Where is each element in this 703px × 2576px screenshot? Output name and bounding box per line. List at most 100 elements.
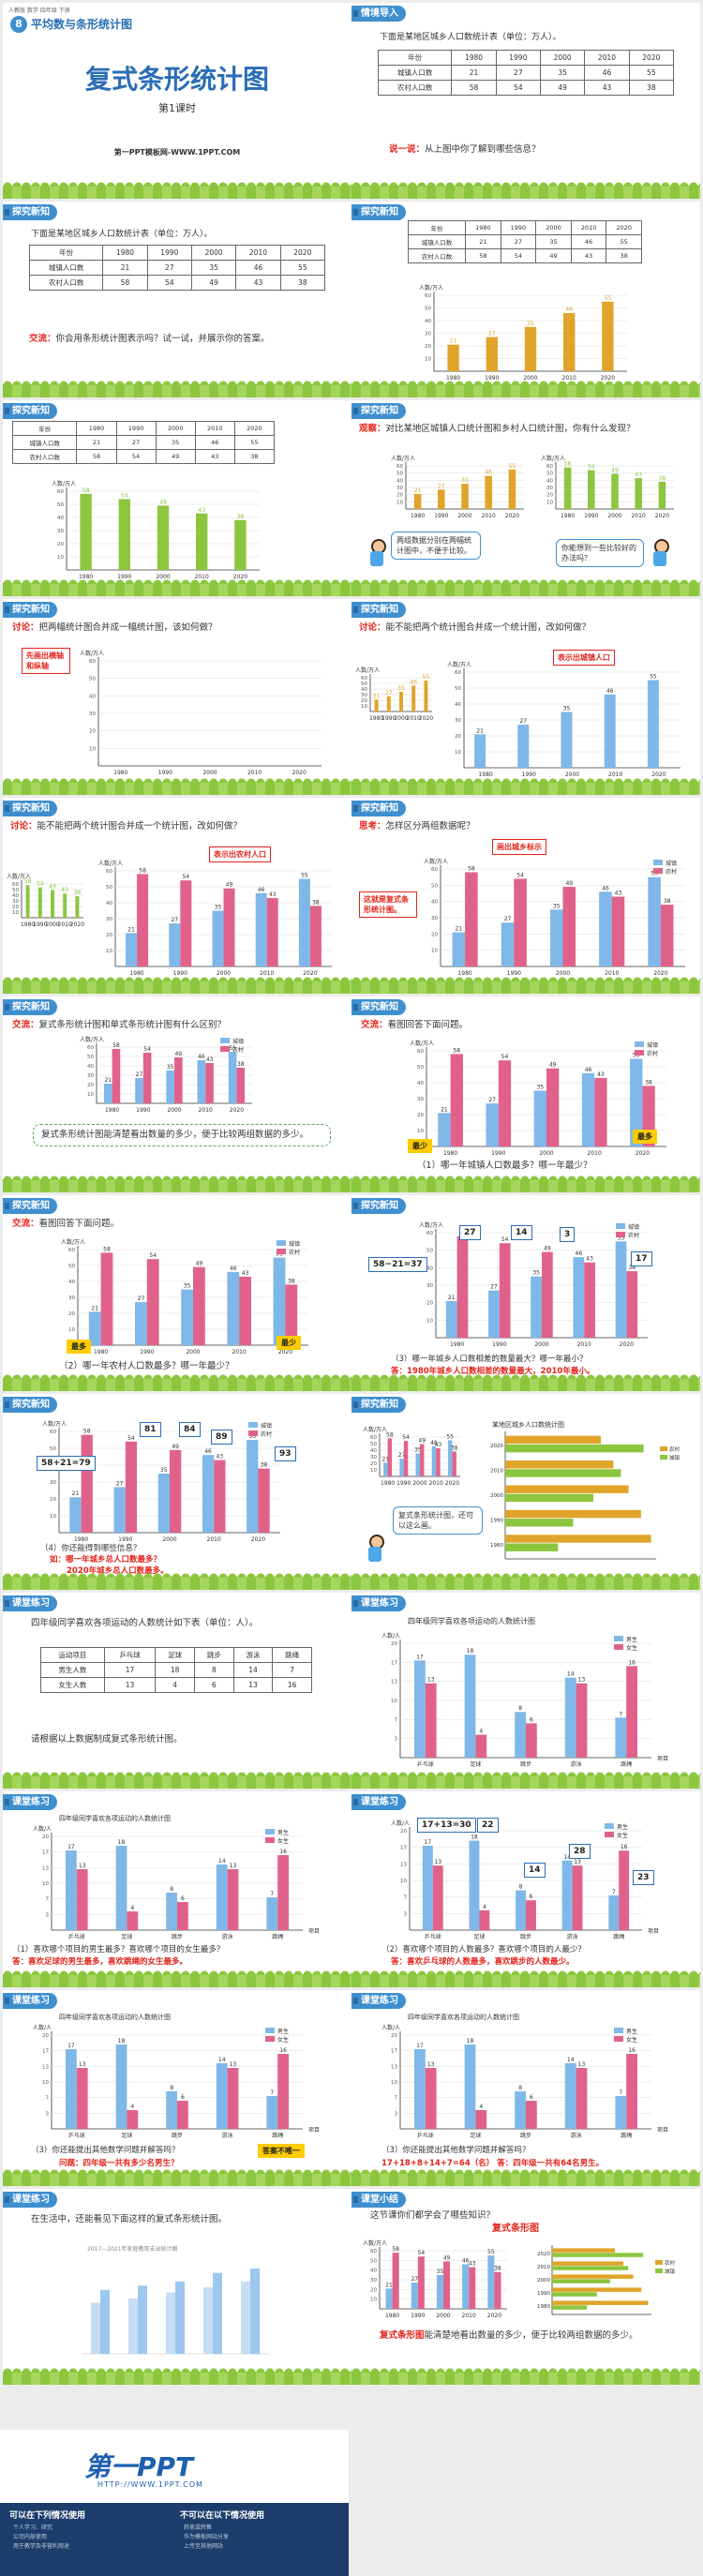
bar [166,1071,174,1103]
legend-swatch [248,1422,258,1428]
bar-value-label: 6 [181,2094,185,2101]
total-box: 23 [633,1870,654,1885]
bar-value-label: 43 [597,1071,605,1078]
grass-decoration [352,579,700,596]
y-tick-label: 60 [89,659,96,665]
y-axis-label: 人数/万人 [355,666,380,674]
bar [576,1683,588,1758]
most-badge: 最多 [67,1340,91,1354]
x-tick-label: 2010 [58,921,72,928]
slide-question-4[interactable]: 探究新知 人数/万人102030405060198019902000201020… [3,1394,352,1590]
bar-value-label: 21 [385,2282,393,2288]
x-tick-label: 跳步 [172,2132,183,2139]
slide-urban-chart[interactable]: 探究新知 年份 1980 1990 2000 2010 2020 城镇人口数 21 27 35 4… [352,202,700,397]
legend-label: 城镇 [232,1038,244,1045]
slide-sports-chart[interactable]: 课堂练习 四年级同学喜欢各项运动的人数统计图 人数/人 3 7 10 13 17 20 乒乓球… [352,1593,700,1789]
x-tick-label: 1980 [79,574,93,580]
bar-value-label: 6 [181,1895,185,1902]
slide-practice-q2[interactable]: 课堂练习 人数/人 3 7 10 13 17 20 乒乓球 足球 跳步 游泳 跳绳 项目 17 18 8 14 7… [352,1791,700,1987]
x-tick-label: 2010 [232,1349,247,1355]
bar-value-label: 54 [143,1046,151,1053]
grass-decoration [3,977,352,994]
instruction-text: 请根据以上数据制成复式条形统计图。 [31,1734,183,1745]
x-tick-label: 2000 [436,2313,450,2319]
bar [526,2101,537,2129]
x-tick-label: 1980 [411,513,425,519]
slide-practice-q3-answer[interactable]: 课堂练习 四年级同学喜欢各项运动的人数统计图 人数/人 3 7 10 13 17 20 乒乓球… [352,1990,700,2186]
bar [552,2253,644,2257]
x-tick-label: 2000 [156,574,170,580]
bar-value-label: 7 [270,1891,274,1897]
discuss-prompt: 讨论：把两幅统计图合并成一幅统计图，该如何做？ [12,622,217,633]
slide-intro[interactable]: 情境导入 下面是某地区城乡人口数统计表（单位：万人）。 年份 1980 1990 20… [352,3,700,199]
bar-value-label: 46 [230,1266,237,1272]
unit-number: 8 [10,16,27,33]
student-figure [368,539,386,567]
slide-discuss-rural[interactable]: 探究新知 讨论：能不能把两个统计图合并成一个统计图，改如何做？ 人数/万人 10 2… [3,798,352,994]
bar [266,1897,278,1930]
y-tick-label: 20 [57,542,64,547]
slide-question-3[interactable]: 探究新知 人数/万人 10 20 30 40 50 60 1980 1990 2000 2010 20… [352,1195,700,1391]
slide-compare[interactable]: 探究新知 交流：复式条形统计图和单式条形统计图有什么区别？ 人数/万人 10 20 3… [3,996,352,1192]
question-text: （4）你还能得到哪些信息？ [40,1544,142,1553]
bar-value-label: 43 [615,890,622,896]
bar-value-label: 54 [121,492,128,499]
bar [202,1455,215,1533]
bar-value-label: 35 [527,321,534,327]
y-tick-label: 50 [370,1442,377,1447]
bar [552,2261,623,2266]
slide-summary[interactable]: 课堂小结 这节课你们都学会了哪些知识？ 复式条形图 人数/万人 10 20 30 40 5… [352,2189,700,2385]
bar [125,1441,138,1533]
x-tick-label: 2020 [445,1480,459,1487]
slide-practice-life[interactable]: 课堂练习 在生活中，还能看见下面这样的复式条形统计图。 2017—2021年家庭… [3,2189,352,2385]
section-header: 探究新知 [3,204,57,220]
slide-discuss-urban[interactable]: 探究新知 讨论：能不能把两个统计图合并成一个统计图，改如何做？ 人数/万人 10 2… [352,599,700,795]
grass-decoration [3,2169,352,2186]
bar [462,2264,470,2309]
bar-value-label: 21 [441,1106,448,1113]
bar-value-label: 46 [576,1251,583,1257]
slide-practice-table[interactable]: 课堂练习 四年级同学喜欢各项运动的人数统计如下表（单位：人）。 运动项目 乒乓球足… [3,1593,352,1789]
slide-cover[interactable]: 人教版 数学 四年级 下册 8 平均数与条形统计图 复式条形统计图 第1课时 第… [3,3,352,199]
bar [399,1459,404,1476]
bar [486,1103,499,1146]
slide-rural-chart[interactable]: 探究新知 年份 1980 1990 2000 2010 2020 城镇人口数 21 27 35 4… [3,400,352,596]
bar-value-label: 21 [448,1295,456,1301]
bar [100,2289,110,2354]
slide-horizontal-chart[interactable]: 探究新知 人数/万人 10 20 30 40 50 60 1980 1990 2000 2010 20… [352,1394,700,1590]
bar-value-label: 38 [261,1462,268,1469]
bar [75,896,80,918]
bar [424,681,428,711]
slide-observe[interactable]: 探究新知 观察：对比某地区城镇人口统计图和乡村人口统计图，你有什么发现？ 人数/… [352,400,700,596]
bar [374,699,379,711]
total-box: 81 [140,1422,161,1437]
slide-practice-q1[interactable]: 课堂练习 四年级同学喜欢各项运动的人数统计图 人数/人 3 7 10 13 17 20 乒乓球… [3,1791,352,1987]
bar-value-label: 58 [564,461,572,468]
slide-question-2[interactable]: 探究新知 交流：看图回答下面问题。 人数/万人 10 20 30 40 50 60 1980 1… [3,1195,352,1391]
y-tick-label: 7 [46,1897,50,1903]
slide-practice-q3[interactable]: 课堂练习 四年级同学喜欢各项运动的人数统计图 人数/人 3 7 10 13 17 20 乒乓球… [3,1990,352,2186]
y-tick-label: 7 [46,2096,50,2102]
bar [450,1054,463,1146]
x-tick-label: 足球 [121,2132,132,2139]
bar-value-label: 27 [385,690,393,696]
slide-discuss-axes[interactable]: 探究新知 讨论：把两幅统计图合并成一幅统计图，该如何做？ 先画出横轴和纵轴 人数… [3,599,352,795]
x-tick-label: 跳绳 [272,2132,283,2139]
y-axis-label: 人数/万人 [447,661,471,668]
x-tick-label: 游泳 [222,2132,233,2139]
slide-question-1[interactable]: 探究新知 交流：看图回答下面问题。 人数/万人 10 20 30 40 50 60 1980 1… [352,996,700,1192]
bar [660,905,674,966]
slide-think-legend[interactable]: 探究新知 思考：怎样区分两组数据呢？ 画出城乡标示 这就是复式条形统计图。 人数… [352,798,700,994]
y-axis-label: 人数/人 [33,1825,52,1833]
grass-decoration [352,778,700,795]
bar [227,1869,239,1930]
x-tick-label: 游泳 [571,2132,582,2139]
unit-title: 平均数与条形统计图 [31,18,133,31]
y-tick-label: 60 [87,1045,94,1051]
bar-value-label: 27 [398,1452,406,1459]
bar-value-label: 8 [170,1886,173,1893]
grass-decoration [3,778,352,795]
x-tick-label: 2000 [217,970,231,977]
slide-explore-table[interactable]: 探究新知 下面是某地区城乡人口数统计表（单位：万人）。 年份 1980 1990 20… [3,202,352,397]
